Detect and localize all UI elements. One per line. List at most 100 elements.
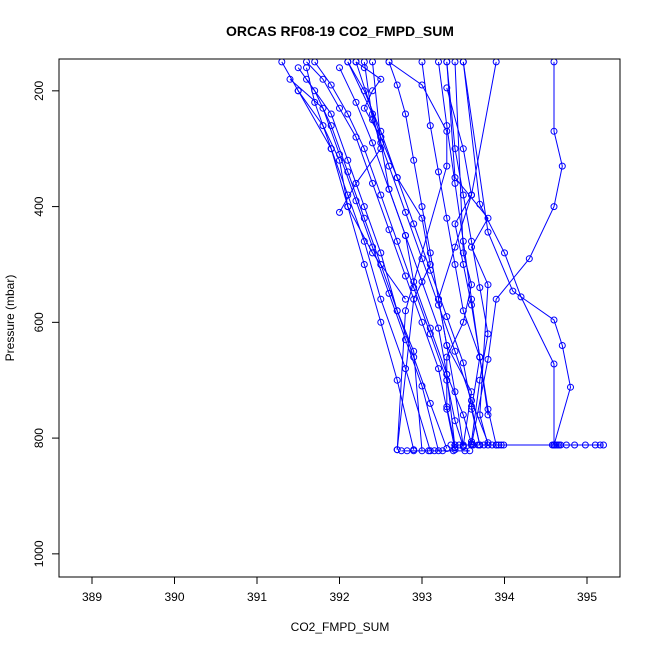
data-point <box>517 293 525 301</box>
data-point <box>278 59 286 66</box>
data-point <box>360 237 368 245</box>
data-point <box>393 81 401 89</box>
data-point <box>451 261 459 268</box>
data-point <box>495 441 503 449</box>
data-point <box>439 447 447 455</box>
x-axis-label: CO2_FMPD_SUM <box>291 620 390 634</box>
data-point <box>476 376 484 384</box>
data-point <box>327 110 335 118</box>
data-point <box>377 318 385 326</box>
series-line-24 <box>355 61 382 138</box>
data-point <box>443 370 451 378</box>
data-point <box>418 447 426 455</box>
data-point <box>443 59 451 66</box>
data-point <box>468 191 475 199</box>
data-point <box>402 295 409 303</box>
data-point <box>402 208 409 216</box>
x-tick-label: 393 <box>412 590 432 604</box>
data-point <box>352 197 360 205</box>
data-point <box>402 272 409 280</box>
data-point <box>468 438 475 446</box>
data-point <box>377 75 385 83</box>
series-line-7 <box>388 61 464 447</box>
data-point <box>476 411 484 419</box>
data-point <box>385 289 393 297</box>
data-point <box>377 191 385 199</box>
data-point <box>336 208 343 216</box>
data-point <box>468 243 475 251</box>
data-point <box>443 342 451 349</box>
data-point <box>319 122 327 130</box>
data-point <box>385 162 393 170</box>
data-point <box>435 168 442 176</box>
data-point <box>469 441 477 449</box>
data-point <box>344 168 352 176</box>
data-point <box>600 441 607 449</box>
data-point <box>476 200 484 208</box>
data-point <box>435 365 442 373</box>
data-point <box>377 295 385 303</box>
data-point <box>360 145 368 153</box>
data-point <box>451 417 459 425</box>
data-point <box>449 447 457 455</box>
data-point <box>377 249 385 257</box>
series-line-2 <box>306 61 456 450</box>
data-point <box>393 307 401 315</box>
x-tick-label: 395 <box>577 590 597 604</box>
data-point <box>443 313 451 321</box>
data-point <box>344 191 352 199</box>
data-point <box>558 342 566 349</box>
data-point <box>484 281 492 289</box>
data-point <box>336 104 343 112</box>
data-point <box>344 203 352 211</box>
data-point <box>369 249 376 257</box>
chart-title: ORCAS RF08-19 CO2_FMPD_SUM <box>226 23 454 39</box>
series-line-21 <box>437 61 497 446</box>
data-point <box>501 249 508 257</box>
data-point <box>426 324 434 332</box>
data-point <box>402 110 409 118</box>
data-point <box>360 261 368 268</box>
data-point <box>426 249 434 257</box>
data-point <box>443 353 451 361</box>
data-point <box>492 441 500 449</box>
data-point <box>550 316 558 324</box>
series-line-18 <box>462 61 555 445</box>
y-tick-label: 600 <box>32 312 46 332</box>
data-point <box>497 441 505 449</box>
data-point <box>451 145 459 153</box>
data-point <box>418 255 426 263</box>
data-point <box>451 220 459 228</box>
data-point <box>344 59 352 66</box>
data-point <box>459 237 467 245</box>
data-point <box>443 162 451 170</box>
data-point <box>418 318 426 326</box>
data-point <box>410 278 418 286</box>
data-point <box>459 411 467 419</box>
data-point <box>484 411 492 419</box>
data-point <box>468 397 475 404</box>
data-point <box>327 122 335 130</box>
data-point <box>484 330 492 338</box>
data-point <box>352 179 360 187</box>
data-point <box>426 122 434 130</box>
data-point <box>488 441 496 449</box>
data-point <box>451 446 459 454</box>
series-line-9 <box>446 61 489 442</box>
series-line-8 <box>421 61 497 446</box>
x-tick-label: 391 <box>247 590 267 604</box>
data-point <box>550 203 558 211</box>
y-tick-label: 800 <box>32 428 46 448</box>
data-point <box>466 447 474 455</box>
data-point <box>525 255 533 263</box>
data-point <box>393 174 401 182</box>
data-point <box>461 447 469 455</box>
series-line-19 <box>281 61 406 300</box>
data-point <box>410 220 418 228</box>
data-point <box>336 64 343 72</box>
data-point <box>418 203 426 211</box>
data-point <box>402 232 409 239</box>
data-point <box>558 162 566 170</box>
data-point <box>550 127 558 135</box>
data-point <box>352 59 360 66</box>
